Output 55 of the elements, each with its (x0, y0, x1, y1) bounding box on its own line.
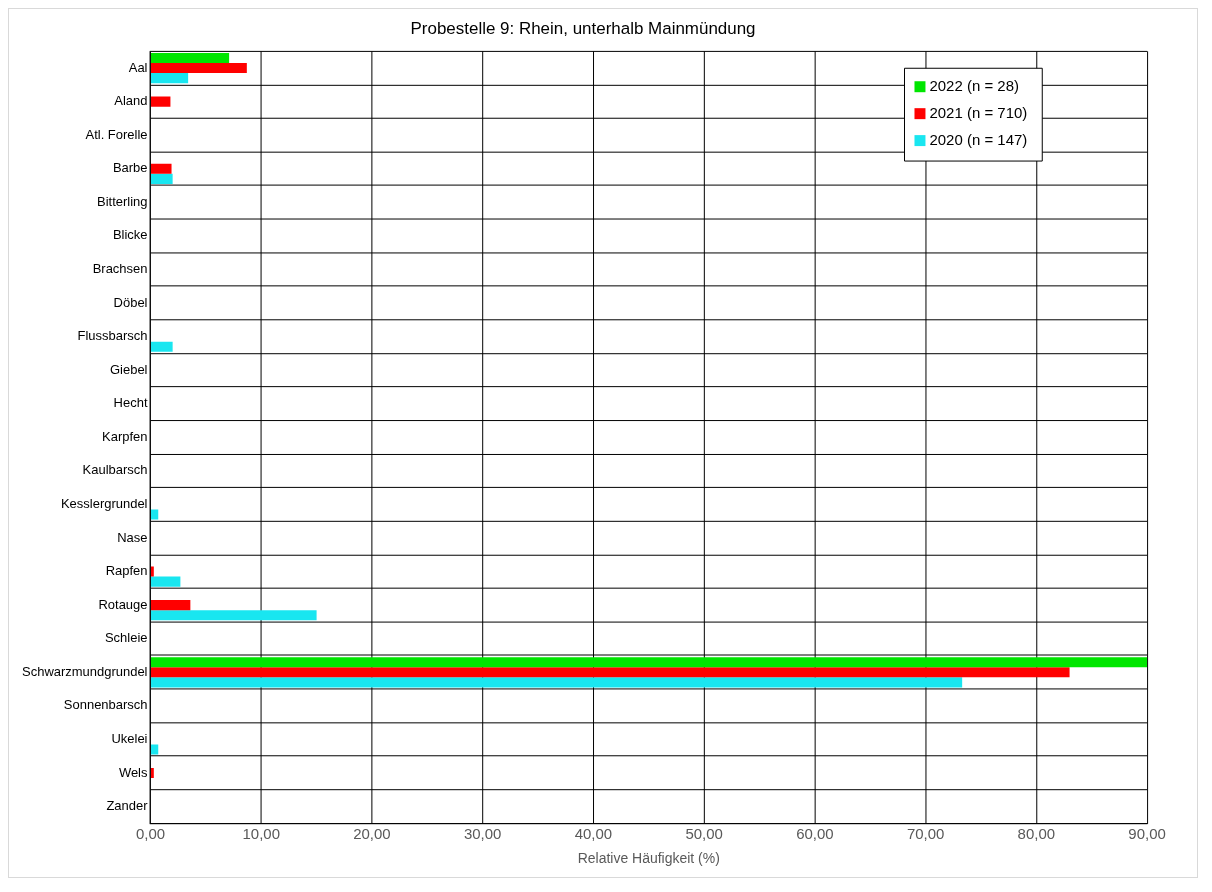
bar (150, 667, 1070, 678)
y-tick-label: Atl. Forelle (85, 126, 148, 142)
y-tick-label: Rotauge (98, 596, 148, 612)
x-tick-label: 30,00 (463, 825, 502, 843)
y-tick-label: Aland (114, 93, 148, 109)
y-tick-label: Giebel (109, 361, 148, 377)
bar (150, 96, 171, 107)
x-tick-label: 0,00 (135, 825, 166, 843)
x-tick-label: 10,00 (242, 825, 280, 843)
y-tick-label: Blicke (112, 227, 148, 243)
y-tick-label: Sonnenbarsch (63, 697, 148, 713)
y-tick-label: Schleie (104, 630, 148, 646)
bar (150, 610, 317, 621)
bar (150, 767, 154, 779)
bar (150, 341, 173, 352)
x-tick-label: 90,00 (1128, 825, 1166, 843)
x-tick-label: 50,00 (685, 825, 723, 843)
bar (150, 744, 159, 755)
y-tick-label: Kesslergrundel (60, 496, 148, 512)
x-tick-label: 20,00 (353, 825, 391, 843)
bar (150, 677, 963, 688)
chart-title: Probestelle 9: Rhein, unterhalb Mainmündung (410, 18, 756, 38)
x-tick-label: 70,00 (906, 825, 945, 843)
y-tick-label: Zander (106, 798, 149, 814)
bar (150, 509, 159, 520)
x-tick-label: 60,00 (796, 825, 834, 843)
bar (150, 657, 1148, 668)
bar (150, 63, 247, 74)
y-tick-label: Nase (117, 529, 148, 545)
y-tick-label: Barbe (112, 160, 148, 176)
legend-label: 2021 (n = 710) (929, 104, 1028, 122)
y-tick-label: Rapfen (105, 563, 148, 579)
bar (150, 73, 189, 84)
bar (150, 576, 181, 587)
y-tick-label: Ukelei (111, 730, 148, 746)
y-tick-label: Flussbarsch (77, 328, 148, 344)
y-tick-label: Schwarzmundgrundel (22, 663, 148, 679)
y-tick-label: Bitterling (97, 193, 148, 209)
bar (150, 173, 173, 184)
y-tick-label: Aal (128, 59, 148, 75)
bar (150, 566, 154, 577)
y-tick-label: Brachsen (92, 261, 148, 277)
bar (150, 600, 191, 611)
y-tick-label: Hecht (113, 395, 148, 411)
x-tick-label: 40,00 (574, 825, 613, 843)
x-axis-title: Relative Häufigkeit (%) (577, 850, 720, 867)
y-tick-label: Kaulbarsch (82, 462, 148, 478)
bar (150, 163, 172, 174)
y-tick-label: Döbel (113, 294, 148, 310)
y-tick-label: Karpfen (102, 428, 148, 444)
bar (150, 52, 230, 64)
x-tick-label: 80,00 (1017, 825, 1056, 843)
y-tick-label: Wels (118, 764, 149, 780)
legend-label: 2020 (n = 147) (929, 131, 1028, 149)
legend-label: 2022 (n = 28) (929, 77, 1019, 95)
